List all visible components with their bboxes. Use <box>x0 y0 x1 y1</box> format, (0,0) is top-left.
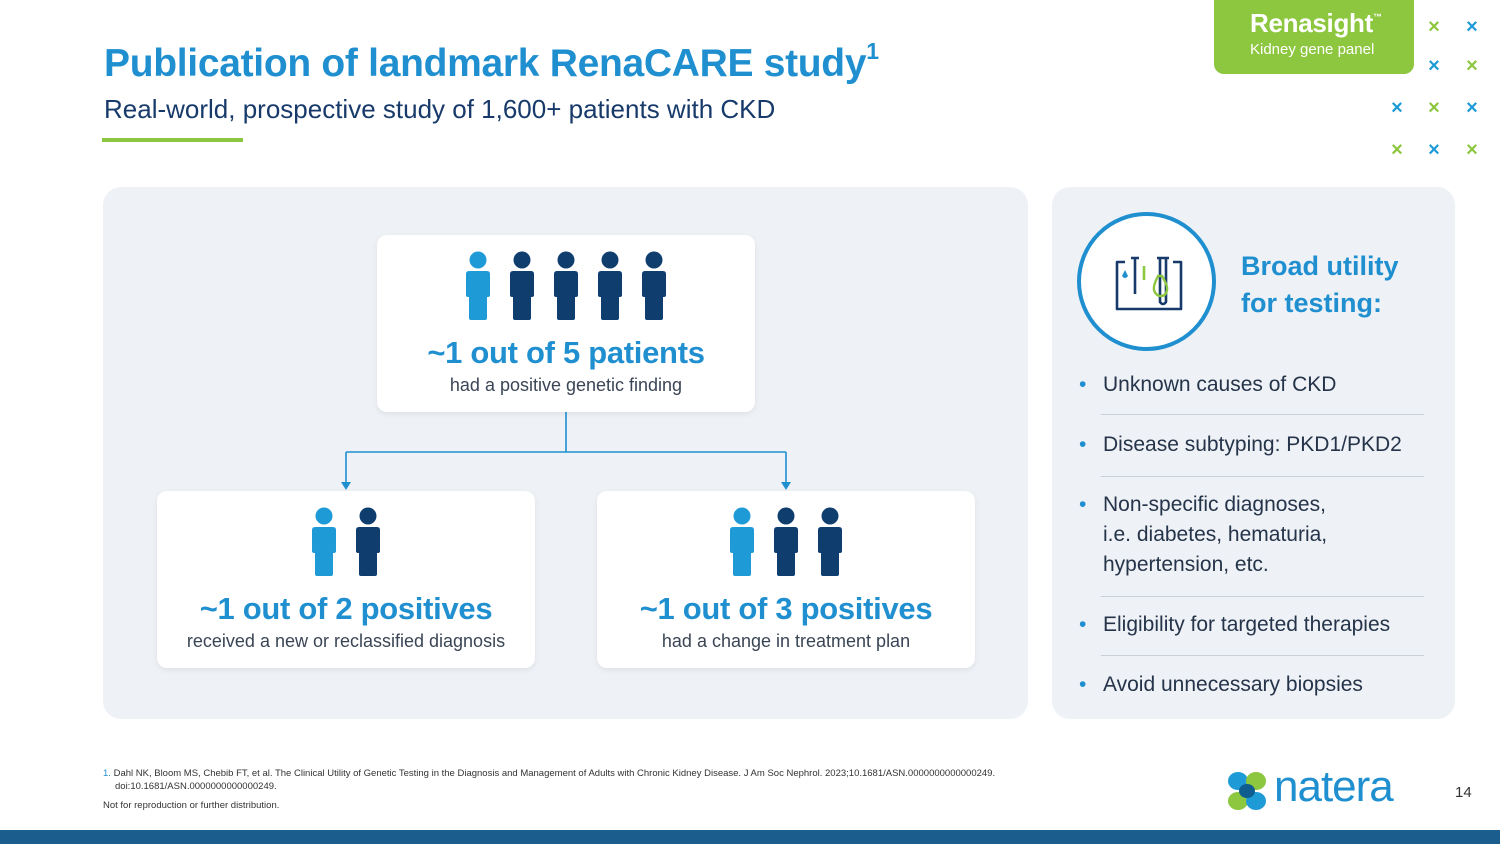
card-one-in-two-positives: ~1 out of 2 positives received a new or … <box>157 491 535 668</box>
reference-text-line1: Dahl NK, Bloom MS, Chebib FT, et al. The… <box>113 768 996 779</box>
utility-list-item-text: Unknown causes of CKD <box>1103 370 1336 400</box>
utility-list-item-line: hypertension, etc. <box>1103 553 1269 576</box>
natera-logo-icon <box>1228 772 1266 810</box>
highlighted-person-icon <box>312 507 336 577</box>
bullet-icon: • <box>1079 613 1087 636</box>
person-icon <box>510 251 534 321</box>
test-tube-icon <box>1077 212 1216 351</box>
x-mark-icon: × <box>1466 55 1478 77</box>
trademark-symbol: ™ <box>1372 12 1382 22</box>
utility-list-item-line: Avoid unnecessary biopsies <box>1103 673 1363 696</box>
utility-list-item-line: Non-specific diagnoses, <box>1103 493 1326 516</box>
card-headline: ~1 out of 5 patients <box>427 335 705 370</box>
utility-list-item: • Unknown causes of CKD <box>1079 370 1336 400</box>
brand-tagline: Kidney gene panel <box>1250 41 1375 58</box>
test-tube-icon-graphic <box>1115 256 1183 311</box>
x-mark-icon: × <box>1466 97 1478 119</box>
utility-list-item-text: Non-specific diagnoses, i.e. diabetes, he… <box>1103 490 1327 580</box>
utility-heading-line1: Broad utility <box>1241 251 1399 281</box>
utility-list-item-text: Disease subtyping: PKD1/PKD2 <box>1103 430 1402 460</box>
bullet-icon: • <box>1079 373 1087 396</box>
x-mark-icon: × <box>1466 16 1478 38</box>
bullet-icon: • <box>1079 433 1087 456</box>
list-divider <box>1101 655 1424 656</box>
utility-heading-line2: for testing: <box>1241 288 1382 318</box>
card-description: had a change in treatment plan <box>661 631 911 651</box>
x-mark-icon: × <box>1428 97 1440 119</box>
reference-number: 1. <box>103 768 111 779</box>
title-footnote-marker: 1 <box>866 38 879 64</box>
utility-list-item: • Avoid unnecessary biopsies <box>1079 670 1363 700</box>
card-one-in-five-patients: ~1 out of 5 patients had a positive gene… <box>377 235 755 412</box>
utility-list-item: • Non-specific diagnoses, i.e. diabetes, h… <box>1079 490 1327 580</box>
highlighted-person-icon <box>466 251 490 321</box>
x-mark-icon: × <box>1391 97 1403 119</box>
brand-name-text: Renasight <box>1250 8 1373 38</box>
card-description: received a new or reclassified diagnosis <box>186 631 506 651</box>
utility-heading: Broad utility for testing: <box>1241 248 1399 322</box>
disclaimer: Not for reproduction or further distribu… <box>103 800 280 811</box>
card-one-in-three-positives: ~1 out of 3 positives had a change in tr… <box>597 491 975 668</box>
reference-footnote: 1. Dahl NK, Bloom MS, Chebib FT, et al. … <box>103 767 995 793</box>
list-divider <box>1101 414 1424 415</box>
bullet-icon: • <box>1079 673 1087 696</box>
x-mark-icon: × <box>1391 139 1403 161</box>
page-title-text: Publication of landmark RenaCARE study <box>104 42 867 85</box>
page-number: 14 <box>1455 784 1472 801</box>
utility-list-item-line: i.e. diabetes, hematuria, <box>1103 523 1328 546</box>
x-mark-icon: × <box>1466 139 1478 161</box>
utility-list-item-text: Eligibility for targeted therapies <box>1103 610 1390 640</box>
utility-list-item: • Eligibility for targeted therapies <box>1079 610 1390 640</box>
x-mark-icon: × <box>1428 16 1440 38</box>
page-title: Publication of landmark RenaCARE study1 <box>104 38 879 86</box>
utility-list-item-line: Unknown causes of CKD <box>1103 373 1337 396</box>
person-icon <box>554 251 578 321</box>
title-underline <box>102 138 243 142</box>
footer-bar <box>0 830 1500 844</box>
x-mark-icon: × <box>1428 139 1440 161</box>
brand-name: Renasight™ <box>1250 8 1382 39</box>
bullet-icon: • <box>1079 493 1087 516</box>
page-subtitle: Real-world, prospective study of 1,600+ … <box>104 94 776 124</box>
utility-list-item: • Disease subtyping: PKD1/PKD2 <box>1079 430 1402 460</box>
highlighted-person-icon <box>730 507 754 577</box>
utility-list-item-text: Avoid unnecessary biopsies <box>1103 670 1363 700</box>
person-icon <box>818 507 842 577</box>
card-headline: ~1 out of 2 positives <box>199 591 493 626</box>
utility-list-item-line: Disease subtyping: PKD1/PKD2 <box>1103 433 1402 456</box>
person-icon <box>356 507 380 577</box>
utility-list-item-line: Eligibility for targeted therapies <box>1103 613 1391 636</box>
natera-wordmark: natera <box>1274 762 1394 811</box>
person-icon <box>774 507 798 577</box>
person-icon <box>642 251 666 321</box>
reference-text-line2: doi:10.1681/ASN.0000000000000249. <box>115 781 277 792</box>
list-divider <box>1101 596 1424 597</box>
renasight-brand-tag: Renasight™ Kidney gene panel <box>1214 0 1414 74</box>
card-headline: ~1 out of 3 positives <box>639 591 933 626</box>
card-description: had a positive genetic finding <box>449 375 683 395</box>
list-divider <box>1101 476 1424 477</box>
x-mark-icon: × <box>1428 55 1440 77</box>
person-icon <box>598 251 622 321</box>
